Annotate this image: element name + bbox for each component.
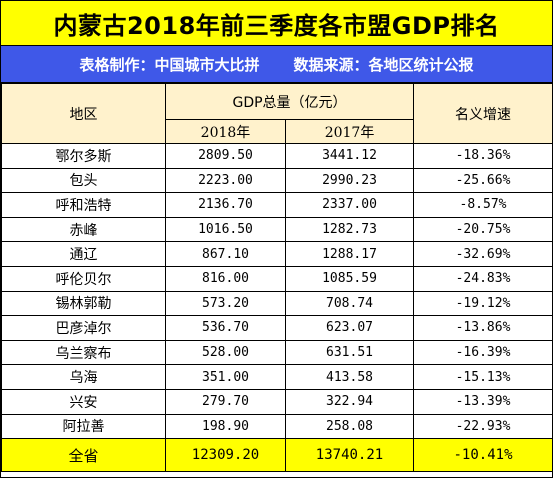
table-row: 呼伦贝尔 816.00 1085.59 -24.83% — [1, 265, 553, 292]
table-cell-region: 呼和浩特 — [1, 192, 166, 218]
table-cell-gdp-2018: 2809.50 — [165, 143, 286, 169]
table-row: 锡林郭勒 573.20 708.74 -19.12% — [1, 290, 553, 317]
table-cell-gdp-2017: 631.51 — [284, 339, 415, 366]
table-row: 呼和浩特 2136.70 2337.00 -8.57% — [1, 192, 553, 218]
table-cell-gdp-2018: 536.70 — [165, 315, 286, 341]
table-cell-growth: -32.69% — [413, 241, 553, 267]
table-cell-gdp-2018: 528.00 — [165, 339, 286, 366]
table-cell-growth: -25.66% — [413, 167, 553, 194]
table-cell-growth: -19.12% — [413, 290, 553, 317]
table-row: 通辽 867.10 1288.17 -32.69% — [1, 241, 553, 267]
table-cell-gdp-2018: 816.00 — [165, 265, 286, 292]
table-cell-gdp-2018: 1016.50 — [165, 216, 286, 243]
table-row: 兴安 279.70 322.94 -13.39% — [1, 388, 553, 415]
table-cell-region: 巴彦淖尔 — [1, 315, 166, 341]
table-cell-gdp-2017: 2990.23 — [284, 167, 415, 194]
table-subtitle: 表格制作：中国城市大比拼 数据来源：各地区统计公报 — [1, 46, 552, 83]
table-cell-growth: -18.36% — [413, 143, 553, 169]
table-cell-growth: -15.13% — [413, 364, 553, 390]
table-cell-gdp-2018: 279.70 — [165, 388, 286, 415]
table-cell-gdp-2017: 2337.00 — [284, 192, 415, 218]
table-cell-growth: -20.75% — [413, 216, 553, 243]
table-cell-gdp-2018: 198.90 — [165, 413, 286, 440]
header-gdp-total: GDP总量（亿元） — [164, 83, 415, 120]
table-cell-growth: -24.83% — [413, 265, 553, 292]
table-row: 乌兰察布 528.00 631.51 -16.39% — [1, 339, 553, 366]
header-year-2018: 2018年 — [165, 119, 286, 144]
table-cell-gdp-2018: 867.10 — [165, 241, 286, 267]
table-cell-region: 赤峰 — [1, 216, 166, 243]
table-body: 鄂尔多斯 2809.50 3441.12 -18.36% 包头 2223.00 2990.2… — [1, 143, 553, 473]
table-cell-growth: -8.57% — [413, 192, 553, 218]
total-gdp-2018-cell: 12309.20 — [165, 438, 286, 473]
table-row: 巴彦淖尔 536.70 623.07 -13.86% — [1, 315, 553, 341]
table-cell-gdp-2017: 322.94 — [284, 388, 415, 415]
table-cell-growth: -16.39% — [413, 339, 553, 366]
table-cell-gdp-2017: 1288.17 — [284, 241, 415, 267]
total-region-cell: 全省 — [1, 438, 166, 473]
table-cell-gdp-2018: 351.00 — [165, 364, 286, 390]
table-cell-growth: -13.86% — [413, 315, 553, 341]
table-cell-region: 呼伦贝尔 — [1, 265, 166, 292]
table-row: 鄂尔多斯 2809.50 3441.12 -18.36% — [1, 143, 553, 169]
header-region: 地区 — [1, 83, 166, 144]
table-cell-gdp-2018: 573.20 — [165, 290, 286, 317]
table-cell-region: 乌海 — [1, 364, 166, 390]
table-cell-region: 乌兰察布 — [1, 339, 166, 366]
table-cell-gdp-2018: 2136.70 — [165, 192, 286, 218]
total-gdp-2017-cell: 13740.21 — [284, 438, 415, 473]
total-growth-cell: -10.41% — [413, 438, 553, 473]
table-cell-region: 兴安 — [1, 388, 166, 415]
table-cell-gdp-2017: 623.07 — [284, 315, 415, 341]
table-cell-gdp-2018: 2223.00 — [165, 167, 286, 194]
table-row: 阿拉善 198.90 258.08 -22.93% — [1, 413, 553, 440]
table-maker-credit: 表格制作：中国城市大比拼 — [79, 55, 260, 74]
header-growth: 名义增速 — [413, 83, 553, 144]
header-year-2017: 2017年 — [284, 119, 415, 144]
total-row: 全省 12309.20 13740.21 -10.41% — [1, 438, 553, 473]
table-cell-gdp-2017: 1282.73 — [284, 216, 415, 243]
table-cell-region: 通辽 — [1, 241, 166, 267]
table-row: 乌海 351.00 413.58 -15.13% — [1, 364, 553, 390]
table-cell-region: 鄂尔多斯 — [1, 143, 166, 169]
data-source-credit: 数据来源：各地区统计公报 — [293, 55, 474, 74]
gdp-table: 地区 GDP总量（亿元） 名义增速 2018年 2017年 鄂尔多斯 2809.5… — [1, 83, 553, 473]
table-row: 包头 2223.00 2990.23 -25.66% — [1, 167, 553, 194]
table-cell-gdp-2017: 413.58 — [284, 364, 415, 390]
table-title: 内蒙古2018年前三季度各市盟GDP排名 — [1, 1, 552, 46]
table-cell-gdp-2017: 258.08 — [284, 413, 415, 440]
table-cell-region: 包头 — [1, 167, 166, 194]
table-cell-gdp-2017: 1085.59 — [284, 265, 415, 292]
table-cell-region: 阿拉善 — [1, 413, 166, 440]
table-cell-gdp-2017: 708.74 — [284, 290, 415, 317]
table-cell-growth: -22.93% — [413, 413, 553, 440]
table-row: 赤峰 1016.50 1282.73 -20.75% — [1, 216, 553, 243]
table-cell-region: 锡林郭勒 — [1, 290, 166, 317]
table-cell-growth: -13.39% — [413, 388, 553, 415]
table-cell-gdp-2017: 3441.12 — [284, 143, 415, 169]
